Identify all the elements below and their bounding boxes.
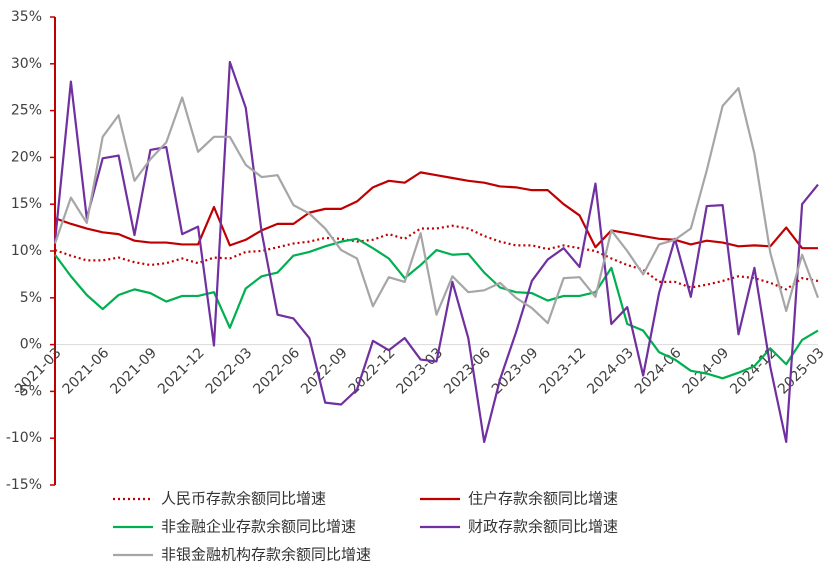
x-tick-label: 2021-12 — [155, 345, 208, 398]
legend-label: 非金融企业存款余额同比增速 — [161, 518, 356, 536]
y-tick-label: 5% — [20, 290, 42, 306]
y-tick-label: 35% — [11, 9, 42, 25]
y-tick-label: 0% — [20, 337, 42, 353]
legend-label: 非银金融机构存款余额同比增速 — [161, 546, 371, 564]
legend-label: 人民币存款余额同比增速 — [161, 490, 326, 508]
y-tick-label: -10% — [6, 430, 42, 446]
x-tick-label: 2022-12 — [346, 345, 399, 398]
y-tick-label: -5% — [15, 383, 42, 399]
y-tick-label: 25% — [11, 103, 42, 119]
series-line — [53, 60, 819, 444]
x-tick-label: 2024-09 — [680, 345, 733, 398]
x-tick-label: 2022-03 — [203, 345, 256, 398]
x-tick-label: 2021-06 — [60, 345, 113, 398]
series-line — [53, 87, 820, 325]
x-tick-label: 2023-06 — [441, 345, 494, 398]
x-tick-label: 2022-09 — [298, 345, 351, 398]
x-tick-label: 2021-09 — [107, 345, 160, 398]
x-tick-label: 2022-06 — [250, 345, 303, 398]
x-tick-label: 2025-03 — [775, 345, 828, 398]
legend-label: 财政存款余额同比增速 — [468, 518, 618, 536]
y-tick-label: 30% — [11, 56, 42, 72]
y-tick-label: -15% — [6, 477, 42, 493]
series-line — [54, 237, 819, 380]
x-tick-label: 2024-03 — [584, 345, 637, 398]
x-tick-label: 2023-12 — [537, 345, 590, 398]
legend-label: 住户存款余额同比增速 — [468, 490, 618, 508]
y-tick-label: 15% — [11, 196, 42, 212]
series-line — [54, 171, 818, 250]
y-tick-label: 20% — [11, 149, 42, 165]
y-tick-label: 10% — [11, 243, 42, 259]
series-line — [54, 224, 819, 291]
